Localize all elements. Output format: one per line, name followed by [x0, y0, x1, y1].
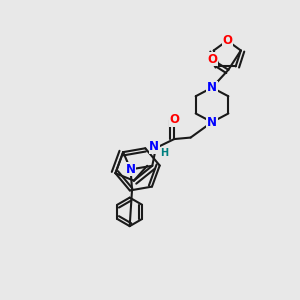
Text: N: N	[207, 81, 217, 94]
Text: O: O	[222, 34, 232, 47]
Text: H: H	[160, 148, 168, 158]
Text: N: N	[126, 163, 136, 176]
Text: N: N	[207, 116, 217, 129]
Text: O: O	[169, 113, 179, 126]
Text: O: O	[207, 53, 217, 66]
Text: N: N	[149, 140, 159, 153]
